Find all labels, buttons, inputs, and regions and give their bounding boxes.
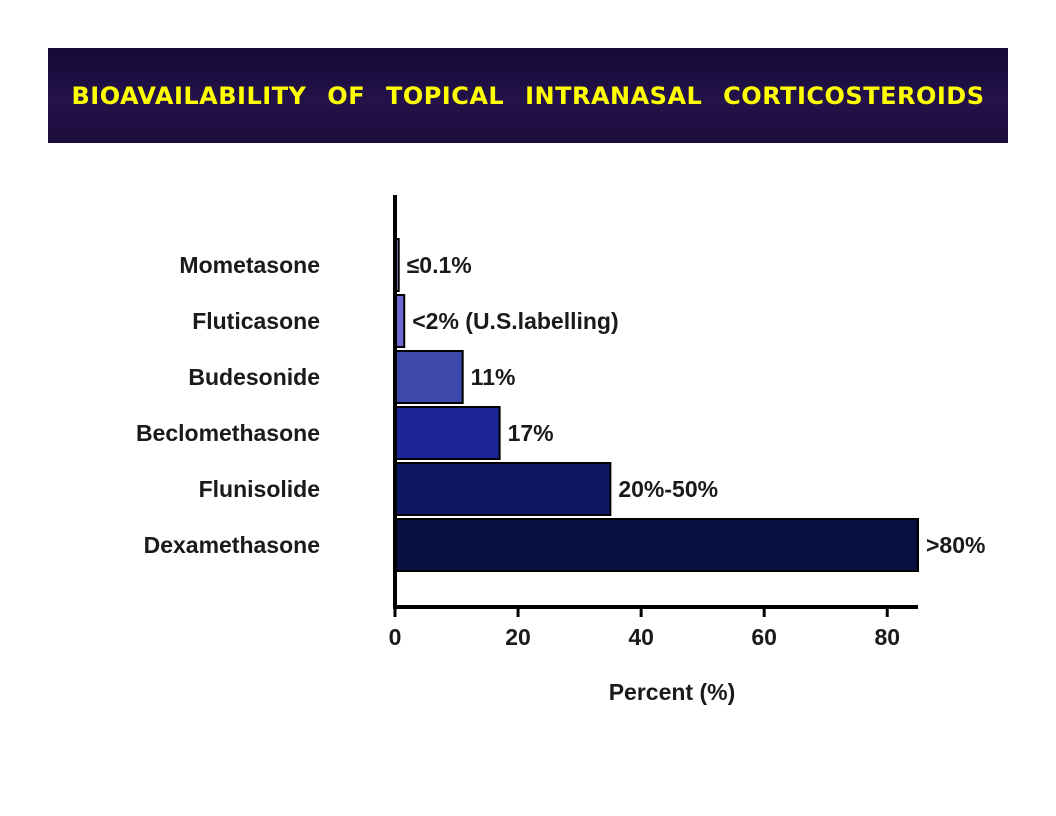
bar-beclomethasone bbox=[394, 406, 501, 460]
x-tick-label: 80 bbox=[874, 624, 900, 650]
title-banner: BIOAVAILABILITY OF TOPICAL INTRANASAL CO… bbox=[48, 48, 1008, 143]
data-label: <2% (U.S.labelling) bbox=[412, 308, 618, 334]
x-tick-label: 60 bbox=[751, 624, 777, 650]
x-tick-label: 20 bbox=[505, 624, 531, 650]
data-label: >80% bbox=[926, 532, 985, 558]
bar-budesonide bbox=[394, 350, 464, 404]
data-label: 11% bbox=[471, 364, 516, 390]
category-label: Flunisolide bbox=[199, 476, 320, 502]
data-label: ≤0.1% bbox=[407, 252, 472, 278]
category-label: Dexamethasone bbox=[144, 532, 320, 558]
x-axis-label: Percent (%) bbox=[609, 679, 736, 705]
data-label: 17% bbox=[508, 420, 554, 446]
data-label: 20%-50% bbox=[618, 476, 718, 502]
x-tick-label: 40 bbox=[628, 624, 654, 650]
category-label: Beclomethasone bbox=[136, 420, 320, 446]
bar-dexamethasone bbox=[394, 518, 919, 572]
category-label: Fluticasone bbox=[192, 308, 320, 334]
bar-flunisolide bbox=[394, 462, 612, 516]
x-tick-label: 0 bbox=[389, 624, 402, 650]
category-label: Mometasone bbox=[179, 252, 320, 278]
chart-title: BIOAVAILABILITY OF TOPICAL INTRANASAL CO… bbox=[71, 81, 985, 110]
category-label: Budesonide bbox=[188, 364, 320, 390]
